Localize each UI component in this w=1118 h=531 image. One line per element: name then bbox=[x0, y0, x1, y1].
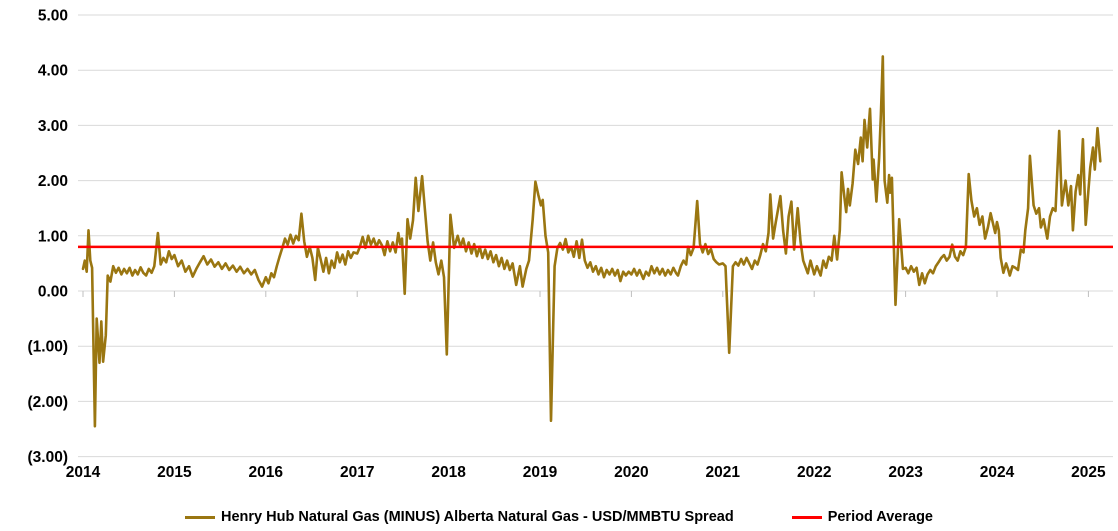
y-axis-label: (3.00) bbox=[28, 449, 69, 466]
average-line-swatch-icon bbox=[791, 515, 822, 519]
legend-label-period-average: Period Average bbox=[827, 509, 933, 525]
spread-series-line bbox=[81, 55, 1102, 428]
x-axis-label: 2022 bbox=[797, 464, 831, 481]
y-axis-label: 3.00 bbox=[38, 118, 68, 135]
x-axis-label: 2020 bbox=[614, 464, 648, 481]
chart-canvas: 5.00 4.00 3.00 2.00 1.00 0.00 (1.00) (2.00) (3.0… bbox=[28, 8, 1113, 481]
x-axis-label: 2016 bbox=[249, 464, 284, 481]
y-axis-label: 4.00 bbox=[38, 63, 68, 80]
x-axis-label: 2023 bbox=[888, 464, 923, 481]
legend-label-spread: Henry Hub Natural Gas (MINUS) Alberta Na… bbox=[221, 509, 734, 525]
y-axis-label: 1.00 bbox=[38, 228, 68, 245]
x-axis-label: 2015 bbox=[157, 464, 192, 481]
x-axis-label: 2019 bbox=[523, 464, 558, 481]
y-axis-label: 0.00 bbox=[38, 284, 68, 301]
legend-item-spread: Henry Hub Natural Gas (MINUS) Alberta Na… bbox=[185, 509, 734, 525]
y-axis-label: (2.00) bbox=[28, 394, 69, 411]
x-axis-label: 2018 bbox=[431, 464, 466, 481]
x-axis-label: 2021 bbox=[706, 464, 741, 481]
x-axis-label: 2017 bbox=[340, 464, 374, 481]
x-axis-label: 2025 bbox=[1071, 464, 1106, 481]
y-axis-label: 5.00 bbox=[38, 8, 68, 25]
y-axis-label: 2.00 bbox=[38, 173, 68, 190]
spread-line-swatch-icon bbox=[185, 515, 215, 519]
x-axis-label: 2024 bbox=[980, 464, 1015, 481]
legend-item-period-average: Period Average bbox=[791, 509, 933, 525]
chart-legend: Henry Hub Natural Gas (MINUS) Alberta Na… bbox=[0, 509, 1118, 525]
y-axis-label: (1.00) bbox=[28, 339, 69, 356]
x-axis-label: 2014 bbox=[66, 464, 101, 481]
